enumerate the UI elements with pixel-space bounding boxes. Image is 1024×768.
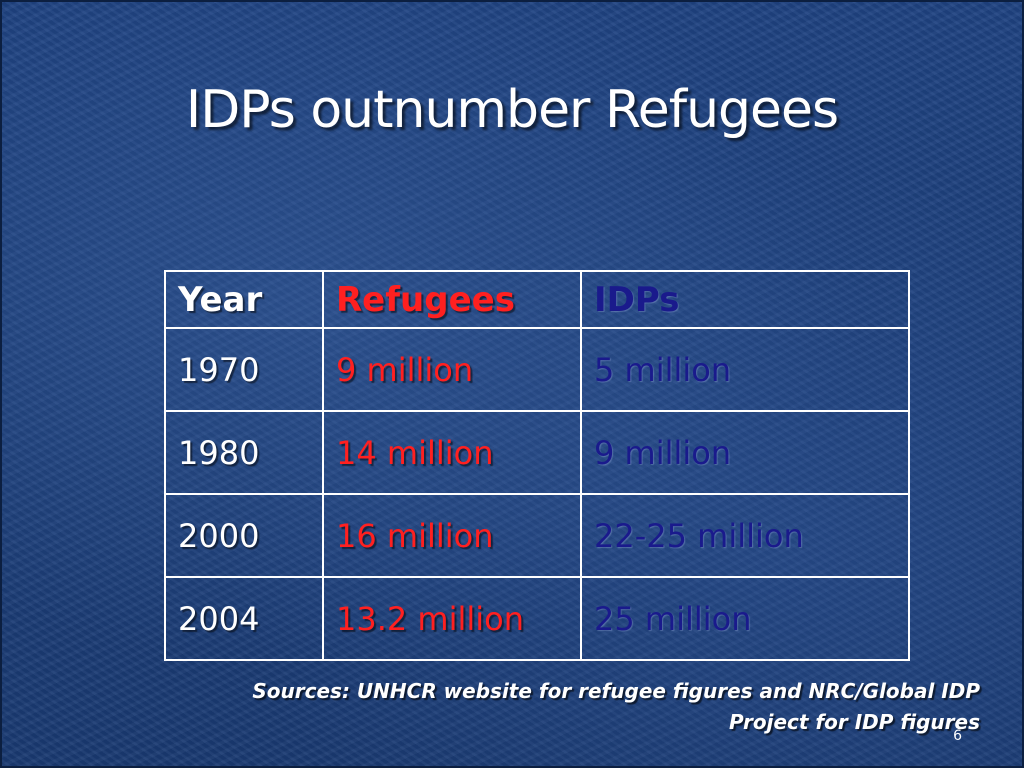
cell-year: 2004: [164, 576, 324, 661]
table-row: 1980 14 million 9 million: [164, 410, 910, 495]
cell-year: 1980: [164, 410, 324, 495]
cell-refugees: 14 million: [322, 410, 582, 495]
sources-note: Sources: UNHCR website for refugee figur…: [80, 676, 980, 738]
slide-title: IDPs outnumber Refugees: [185, 80, 839, 140]
table-row: 1970 9 million 5 million: [164, 327, 910, 412]
table-row: 2000 16 million 22-25 million: [164, 493, 910, 578]
cell-year: 1970: [164, 327, 324, 412]
data-table: Year Refugees IDPs 1970 9 million 5 mill…: [164, 270, 910, 661]
table-row: 2004 13.2 million 25 million: [164, 576, 910, 661]
cell-idps: 5 million: [580, 327, 910, 412]
cell-idps: 25 million: [580, 576, 910, 661]
header-idps: IDPs: [580, 270, 910, 329]
cell-refugees: 13.2 million: [322, 576, 582, 661]
table-header-row: Year Refugees IDPs: [164, 270, 910, 329]
sources-line-2: Project for IDP figures: [728, 710, 980, 734]
cell-idps: 22-25 million: [580, 493, 910, 578]
cell-refugees: 16 million: [322, 493, 582, 578]
header-refugees: Refugees: [322, 270, 582, 329]
page-number: 6: [953, 728, 962, 744]
cell-refugees: 9 million: [322, 327, 582, 412]
header-year: Year: [164, 270, 324, 329]
cell-year: 2000: [164, 493, 324, 578]
cell-idps: 9 million: [580, 410, 910, 495]
sources-line-1: Sources: UNHCR website for refugee figur…: [252, 679, 980, 703]
